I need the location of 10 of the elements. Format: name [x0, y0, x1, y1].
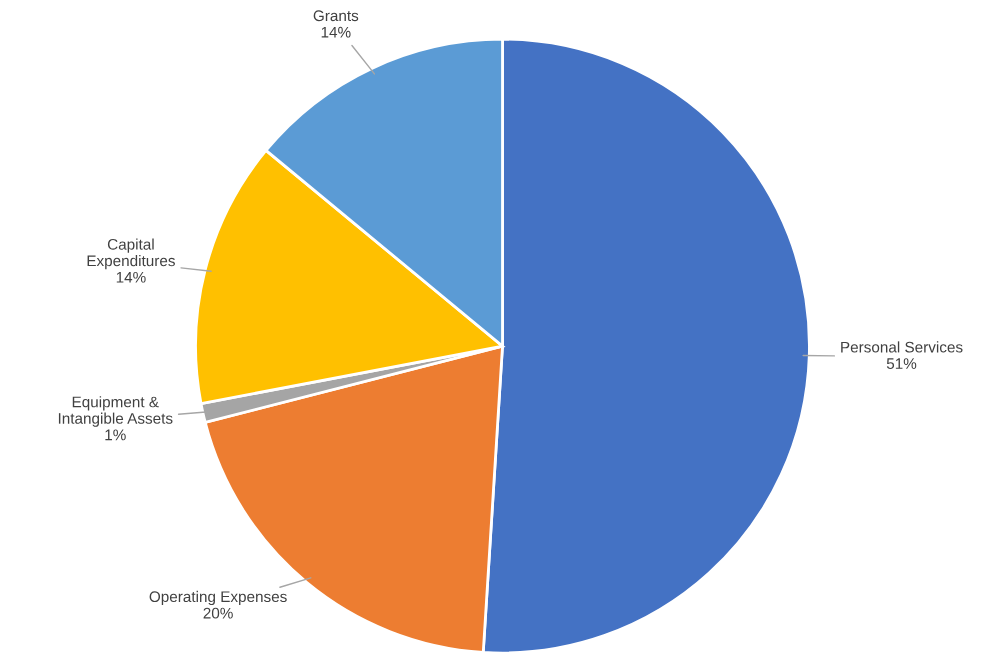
slice-label: Operating Expenses: [149, 590, 287, 606]
slice-label: Grants: [313, 10, 359, 22]
data-label: 1%: [105, 429, 126, 441]
data-label: 14%: [321, 26, 351, 38]
slice-label: Capital Expenditures: [87, 238, 175, 270]
slice-label: Equipment & Intangible Assets: [58, 396, 173, 427]
data-label: 20%: [203, 607, 233, 619]
data-label: 14%: [116, 271, 146, 283]
data-label: 51%: [886, 358, 917, 370]
slice-label: Personal Services: [841, 341, 963, 353]
